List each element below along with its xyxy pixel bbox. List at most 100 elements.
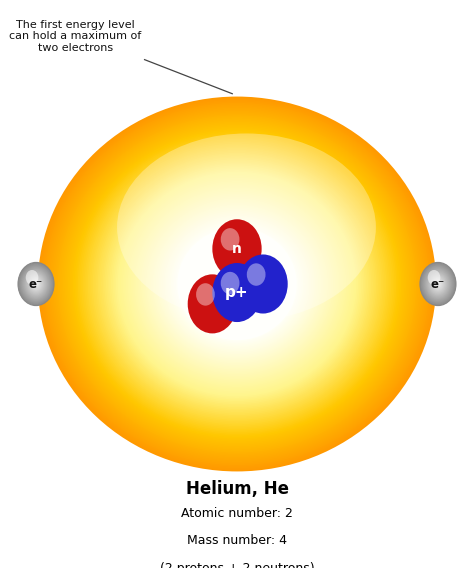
Circle shape (34, 281, 38, 287)
Ellipse shape (210, 259, 264, 309)
Ellipse shape (227, 274, 247, 293)
Ellipse shape (220, 269, 254, 300)
Circle shape (31, 278, 41, 290)
Circle shape (428, 273, 447, 295)
Ellipse shape (212, 261, 262, 307)
Circle shape (422, 265, 454, 303)
Circle shape (25, 270, 47, 298)
Ellipse shape (153, 204, 321, 364)
Ellipse shape (164, 215, 310, 353)
Circle shape (23, 268, 49, 300)
Ellipse shape (199, 248, 275, 320)
Ellipse shape (146, 198, 328, 370)
Ellipse shape (81, 137, 393, 431)
Ellipse shape (119, 173, 355, 395)
Text: e⁻: e⁻ (431, 278, 445, 290)
Ellipse shape (195, 245, 279, 323)
Ellipse shape (201, 250, 273, 318)
Ellipse shape (172, 223, 301, 345)
Text: p+: p+ (225, 285, 249, 300)
Ellipse shape (71, 128, 403, 440)
Circle shape (420, 263, 456, 305)
Circle shape (20, 265, 52, 303)
Circle shape (212, 263, 262, 322)
Ellipse shape (191, 240, 283, 328)
Ellipse shape (234, 281, 240, 287)
Circle shape (18, 263, 54, 305)
Circle shape (238, 254, 288, 314)
Ellipse shape (59, 117, 414, 451)
Circle shape (32, 279, 40, 289)
Circle shape (27, 274, 45, 294)
Ellipse shape (102, 157, 372, 411)
Ellipse shape (126, 179, 348, 389)
Ellipse shape (53, 111, 421, 457)
Ellipse shape (43, 101, 431, 467)
Ellipse shape (147, 199, 327, 369)
Ellipse shape (167, 219, 307, 349)
Circle shape (433, 278, 443, 290)
Text: (2 protons + 2 neutrons): (2 protons + 2 neutrons) (160, 562, 314, 568)
Ellipse shape (159, 211, 315, 357)
Ellipse shape (182, 232, 292, 336)
Ellipse shape (169, 220, 305, 348)
Ellipse shape (154, 206, 320, 362)
Text: e⁻: e⁻ (29, 278, 43, 290)
Circle shape (34, 282, 38, 286)
Ellipse shape (51, 109, 423, 459)
Ellipse shape (61, 119, 413, 450)
Ellipse shape (40, 98, 434, 470)
Ellipse shape (89, 145, 385, 423)
Circle shape (18, 262, 54, 306)
Ellipse shape (204, 253, 270, 315)
Ellipse shape (132, 186, 341, 382)
Ellipse shape (109, 164, 365, 404)
Ellipse shape (189, 239, 285, 329)
Circle shape (433, 278, 443, 290)
Ellipse shape (121, 174, 353, 394)
Circle shape (429, 273, 447, 295)
Circle shape (30, 277, 42, 291)
Ellipse shape (131, 184, 343, 384)
Ellipse shape (38, 97, 436, 471)
Ellipse shape (157, 209, 317, 359)
Ellipse shape (194, 243, 280, 325)
Ellipse shape (94, 149, 380, 418)
Ellipse shape (92, 148, 381, 420)
Circle shape (24, 270, 48, 298)
Ellipse shape (55, 112, 419, 456)
Circle shape (421, 264, 455, 304)
Ellipse shape (230, 278, 244, 290)
Ellipse shape (197, 247, 277, 321)
Circle shape (422, 265, 454, 303)
Ellipse shape (207, 256, 267, 312)
Circle shape (221, 228, 239, 250)
Ellipse shape (68, 124, 406, 443)
Ellipse shape (161, 212, 313, 356)
Ellipse shape (225, 273, 248, 295)
Ellipse shape (206, 254, 268, 314)
Circle shape (247, 264, 265, 286)
Ellipse shape (136, 189, 338, 379)
Circle shape (436, 282, 440, 286)
Ellipse shape (114, 168, 360, 400)
Circle shape (35, 282, 37, 286)
Ellipse shape (162, 214, 311, 354)
Circle shape (424, 268, 452, 300)
Circle shape (196, 283, 215, 306)
Ellipse shape (224, 272, 250, 296)
Ellipse shape (41, 99, 433, 468)
Ellipse shape (128, 181, 346, 387)
Circle shape (32, 279, 40, 289)
Ellipse shape (99, 154, 374, 414)
Ellipse shape (166, 217, 308, 351)
Ellipse shape (98, 153, 376, 415)
Circle shape (431, 275, 445, 293)
Ellipse shape (104, 159, 370, 409)
Ellipse shape (137, 190, 337, 378)
Ellipse shape (174, 224, 300, 343)
Circle shape (22, 267, 50, 301)
Circle shape (33, 281, 39, 287)
Ellipse shape (142, 195, 331, 373)
Circle shape (431, 276, 445, 292)
